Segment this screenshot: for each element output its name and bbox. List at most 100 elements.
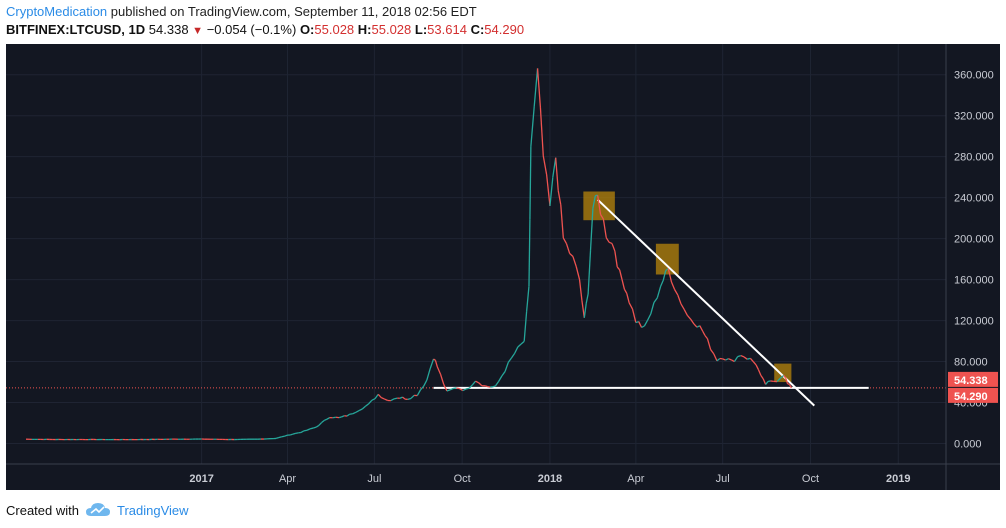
price-segment (783, 375, 787, 379)
price-segment (643, 319, 649, 327)
price-segment (520, 340, 525, 345)
close-label: C: (470, 22, 485, 37)
open-value: 55.028 (314, 22, 355, 37)
price-segment (318, 422, 322, 426)
price-segment (562, 237, 568, 244)
price-segment (443, 384, 448, 392)
price-segment (572, 256, 577, 267)
time-tick-label: 2017 (189, 473, 213, 485)
price-segment (465, 387, 470, 390)
price-segment (419, 385, 425, 391)
price-segment (710, 349, 715, 355)
footer: Created with TradingView (6, 502, 189, 518)
price-segment (686, 314, 692, 320)
price-segment (628, 302, 634, 310)
price-tick-label: 80.000 (954, 357, 988, 369)
price-segment (670, 281, 676, 290)
price-segment (471, 380, 477, 386)
price-tick-label: 160.000 (954, 275, 994, 287)
price-segment (341, 415, 345, 418)
price-segment (755, 364, 760, 370)
time-tick-label: 2019 (886, 473, 910, 485)
grid (6, 44, 946, 464)
price-segment (565, 243, 571, 254)
price-segment (346, 413, 350, 417)
tradingview-brand-link[interactable]: TradingView (116, 502, 189, 518)
price-segment (545, 174, 551, 207)
price-tick-label: 0.000 (954, 439, 982, 451)
time-tick-label: Oct (454, 473, 471, 485)
symbol-label: BITFINEX:LTCUSD, 1D (6, 22, 146, 37)
price-segment (459, 388, 464, 392)
price-segment (399, 396, 403, 399)
price-segment (581, 300, 585, 318)
price-segment (468, 384, 473, 389)
price-segment (776, 377, 781, 383)
price-segment (743, 356, 748, 360)
price-segment (381, 397, 385, 400)
price-segment (785, 377, 789, 384)
price-segment (456, 387, 460, 390)
price-segment (757, 369, 762, 376)
price-segment (323, 418, 328, 422)
time-tick-label: Oct (802, 473, 819, 485)
price-segment (674, 289, 679, 296)
price-segment (557, 190, 562, 205)
price-segment (583, 303, 587, 318)
price-segment (752, 361, 757, 366)
price-segment (662, 270, 667, 281)
price-tick-label: 280.000 (954, 152, 994, 164)
price-segment (433, 358, 436, 361)
publish-text: published on TradingView.com, September … (107, 4, 477, 19)
price-segment (439, 374, 445, 385)
price-segment (542, 155, 548, 175)
low-label: L: (414, 22, 428, 37)
price-chart[interactable]: 0.00040.00080.000120.000160.000200.00024… (6, 44, 1000, 490)
price-segment (767, 380, 771, 383)
time-tick-label: Jul (716, 473, 730, 485)
author-link[interactable]: CryptoMedication (6, 4, 108, 19)
price-segment (449, 387, 454, 391)
price-segment (706, 338, 712, 350)
price-segment (641, 325, 645, 329)
price-segment (699, 325, 704, 332)
price-segment (575, 266, 581, 280)
price-segment (616, 266, 621, 271)
highlight-box (655, 243, 679, 275)
price-segment (702, 330, 706, 336)
price-segment (788, 384, 792, 389)
price-segment (507, 357, 512, 363)
price-segment (478, 382, 483, 387)
price-segment (749, 357, 754, 363)
price-segment (760, 375, 764, 380)
price-segment (647, 313, 652, 321)
price-segment (377, 393, 382, 399)
price-segment (434, 360, 438, 368)
price-segment (355, 409, 360, 413)
price-segment (592, 195, 596, 209)
price-segment (765, 381, 769, 385)
trendline[interactable] (596, 198, 815, 407)
price-segment (578, 279, 583, 301)
price-segment (290, 433, 294, 436)
price-segment (740, 354, 745, 358)
price-segment (475, 380, 479, 384)
created-with-text: Created with (6, 502, 79, 518)
price-segment (680, 303, 685, 310)
chart-panel[interactable]: 0.000 40.000 80.000 120.000 160.000 200.000 24… (6, 44, 1000, 490)
price-segment (611, 243, 616, 252)
price-segment (523, 311, 528, 342)
price-segment (549, 177, 554, 207)
price-segment (539, 107, 544, 156)
price-segment (303, 429, 308, 432)
price-segment (295, 432, 299, 435)
price-segment (660, 280, 664, 287)
price-segment (618, 269, 623, 280)
price-segment (677, 294, 682, 305)
price-segment (626, 293, 630, 303)
price-axis: 0.00040.00080.000120.000160.000200.00024… (954, 70, 994, 451)
price-segment (371, 398, 376, 401)
price-segment (492, 385, 496, 388)
price-segment (423, 379, 428, 387)
price-segment (390, 398, 395, 402)
